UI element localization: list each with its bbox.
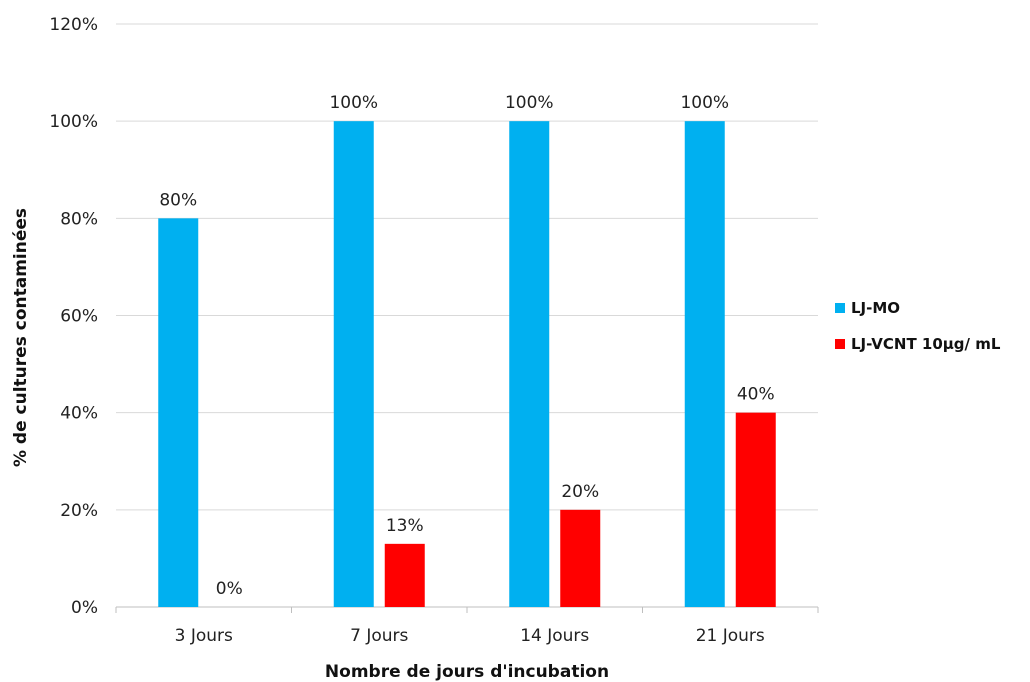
- legend-swatch: [835, 339, 845, 349]
- x-tick-label: 21 Jours: [696, 626, 765, 646]
- data-label: 40%: [737, 385, 775, 405]
- data-labels: 80% 0% 100% 13% 100% 20% 100% 40%: [159, 93, 774, 599]
- data-label: 80%: [159, 190, 197, 210]
- y-tick-label: 80%: [60, 209, 98, 229]
- data-label: 0%: [216, 579, 243, 599]
- bar: [684, 121, 725, 608]
- bar: [735, 412, 776, 607]
- data-label: 100%: [680, 93, 729, 113]
- x-tick-label: 7 Jours: [350, 626, 408, 646]
- bar: [509, 121, 550, 608]
- y-axis-title: % de cultures contaminées: [11, 208, 31, 467]
- x-tick-label: 3 Jours: [175, 626, 233, 646]
- legend: LJ-MO LJ-VCNT 10µg/ mL: [835, 299, 1001, 353]
- x-axis-ticks: 3 Jours 7 Jours 14 Jours 21 Jours: [115, 607, 819, 646]
- data-label: 100%: [505, 93, 554, 113]
- bar: [333, 121, 374, 608]
- legend-item: LJ-MO: [835, 299, 900, 317]
- legend-item: LJ-VCNT 10µg/ mL: [835, 335, 1001, 353]
- y-tick-label: 60%: [60, 307, 98, 327]
- legend-label: LJ-VCNT 10µg/ mL: [851, 335, 1001, 353]
- y-tick-label: 100%: [49, 112, 98, 132]
- x-tick-label: 14 Jours: [520, 626, 589, 646]
- y-tick-label: 0%: [71, 598, 98, 618]
- legend-label: LJ-MO: [851, 299, 900, 317]
- data-label: 13%: [386, 516, 424, 536]
- data-label: 20%: [561, 482, 599, 502]
- bars: [158, 121, 776, 608]
- bar: [384, 543, 425, 607]
- bar: [158, 218, 199, 608]
- y-tick-label: 20%: [60, 501, 98, 521]
- x-axis-title: Nombre de jours d'incubation: [325, 662, 609, 682]
- y-tick-label: 120%: [49, 15, 98, 35]
- legend-swatch: [835, 303, 845, 313]
- y-axis-ticks: 0% 20% 40% 60% 80% 100% 120%: [49, 15, 98, 618]
- bar: [560, 509, 601, 607]
- data-label: 100%: [329, 93, 378, 113]
- y-tick-label: 40%: [60, 404, 98, 424]
